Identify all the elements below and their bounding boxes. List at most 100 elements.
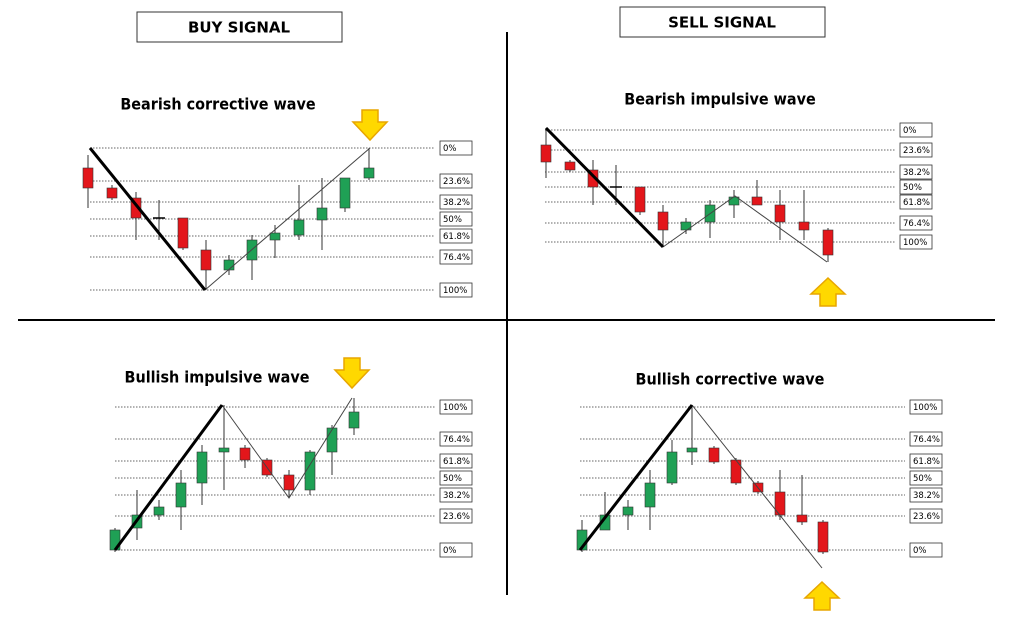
panel-title: Bullish corrective wave bbox=[636, 370, 825, 389]
candle-body bbox=[175, 482, 187, 508]
fib-level-box bbox=[909, 470, 943, 486]
fib-level-label: 100% bbox=[443, 286, 467, 296]
fib-level-label: 61.8% bbox=[443, 457, 470, 467]
fib-level-box bbox=[899, 164, 933, 180]
fib-level-label: 76.4% bbox=[443, 253, 470, 263]
candle-body bbox=[634, 186, 646, 213]
fib-level-box bbox=[439, 173, 473, 189]
wave-thin bbox=[662, 195, 828, 263]
fib-level-box bbox=[909, 487, 943, 503]
signal-arrow bbox=[351, 109, 389, 142]
fib-level-label: 0% bbox=[443, 144, 457, 154]
candle-body bbox=[708, 447, 720, 463]
fib-level-label: 100% bbox=[443, 403, 467, 413]
fib-level-box bbox=[909, 453, 943, 469]
candle-body bbox=[774, 204, 786, 223]
candle-body bbox=[622, 506, 634, 516]
fib-level-label: 50% bbox=[913, 474, 932, 484]
sell-header: SELL SIGNAL bbox=[668, 14, 776, 32]
signal-arrow bbox=[333, 357, 371, 390]
fib-level-label: 61.8% bbox=[913, 457, 940, 467]
candle-body bbox=[348, 411, 360, 429]
panel-title: Bearish impulsive wave bbox=[624, 90, 816, 109]
wave-thick bbox=[113, 404, 224, 551]
signal-arrow bbox=[803, 580, 841, 611]
fib-level-label: 0% bbox=[903, 126, 917, 136]
candle-body bbox=[363, 167, 375, 179]
fib-level-label: 38.2% bbox=[443, 491, 470, 501]
fib-level-label: 23.6% bbox=[903, 146, 930, 156]
buy-header-box bbox=[136, 11, 343, 43]
candle-body bbox=[283, 474, 295, 491]
wave-thick bbox=[544, 126, 665, 249]
candle-body bbox=[822, 229, 834, 256]
fib-level-label: 38.2% bbox=[443, 198, 470, 208]
candle-body bbox=[730, 459, 742, 484]
wave-thick bbox=[578, 404, 694, 551]
candle-body bbox=[82, 167, 94, 189]
buy-header: BUY SIGNAL bbox=[188, 19, 291, 37]
candle-body bbox=[153, 506, 165, 516]
candle-body bbox=[130, 197, 142, 219]
fib-level-box bbox=[439, 399, 473, 415]
fib-level-box bbox=[439, 487, 473, 503]
fib-level-label: 76.4% bbox=[913, 435, 940, 445]
candle-body bbox=[657, 211, 669, 231]
fib-level-label: 76.4% bbox=[443, 435, 470, 445]
fib-level-box bbox=[899, 194, 933, 210]
candle-body bbox=[269, 232, 281, 241]
fib-level-box bbox=[439, 249, 473, 265]
fib-level-box bbox=[439, 228, 473, 244]
candle-body bbox=[680, 221, 692, 231]
fib-level-label: 50% bbox=[903, 183, 922, 193]
panel-title: Bearish corrective wave bbox=[120, 95, 316, 114]
fib-level-box bbox=[439, 508, 473, 524]
candle-body bbox=[218, 447, 230, 453]
fib-level-box bbox=[909, 508, 943, 524]
fib-level-box bbox=[439, 470, 473, 486]
fib-level-label: 38.2% bbox=[903, 168, 930, 178]
fib-level-label: 76.4% bbox=[903, 219, 930, 229]
candle-body bbox=[686, 447, 698, 453]
wave-thin bbox=[691, 404, 823, 569]
fib-level-box bbox=[899, 122, 933, 138]
candle-body bbox=[239, 447, 251, 461]
fib-level-box bbox=[439, 431, 473, 447]
candle-body bbox=[177, 217, 189, 249]
fib-level-label: 23.6% bbox=[443, 512, 470, 522]
wave-thin bbox=[204, 147, 371, 291]
candle-body bbox=[339, 177, 351, 209]
fib-level-label: 50% bbox=[443, 215, 462, 225]
candle-body bbox=[200, 249, 212, 271]
fib-level-label: 50% bbox=[443, 474, 462, 484]
signal-arrow bbox=[809, 276, 847, 307]
fib-level-box bbox=[439, 282, 473, 298]
fib-level-box bbox=[439, 194, 473, 210]
fib-level-label: 23.6% bbox=[913, 512, 940, 522]
candle-body bbox=[587, 169, 599, 188]
fib-level-box bbox=[439, 542, 473, 558]
fib-level-box bbox=[439, 140, 473, 156]
fib-level-box bbox=[909, 431, 943, 447]
fib-level-box bbox=[899, 234, 933, 250]
fib-level-label: 61.8% bbox=[903, 198, 930, 208]
candle-body bbox=[796, 514, 808, 523]
candle-body bbox=[798, 221, 810, 231]
fib-level-label: 61.8% bbox=[443, 232, 470, 242]
sell-header-box bbox=[619, 6, 826, 38]
candle-body bbox=[106, 187, 118, 199]
candle-body bbox=[293, 219, 305, 236]
candle-body bbox=[540, 144, 552, 163]
fib-level-box bbox=[899, 215, 933, 231]
fib-level-label: 100% bbox=[903, 238, 927, 248]
candle-body bbox=[304, 451, 316, 491]
candle-body bbox=[564, 161, 576, 171]
fib-level-label: 0% bbox=[913, 546, 927, 556]
fib-level-box bbox=[899, 179, 933, 195]
fib-level-label: 38.2% bbox=[913, 491, 940, 501]
fib-level-label: 0% bbox=[443, 546, 457, 556]
wave-thin bbox=[221, 397, 353, 499]
fib-level-box bbox=[439, 211, 473, 227]
fib-level-label: 23.6% bbox=[443, 177, 470, 187]
candle-body bbox=[817, 521, 829, 553]
